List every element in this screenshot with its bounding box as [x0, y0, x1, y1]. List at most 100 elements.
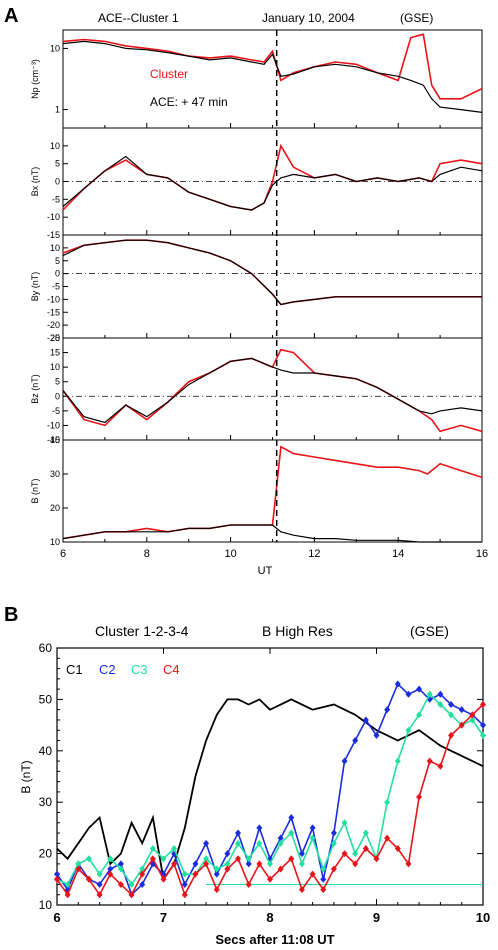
y-tick-label: 10	[50, 537, 60, 547]
y-tick-label: 50	[39, 692, 53, 706]
panel-a-header-left: ACE--Cluster 1	[98, 11, 179, 25]
series-c4-point	[85, 875, 92, 883]
series-c3-point	[235, 839, 242, 847]
series-c4-point	[139, 870, 146, 878]
series-c3-point	[256, 839, 263, 847]
legend-c3: C3	[131, 662, 148, 677]
series-c3-point	[384, 798, 391, 806]
series-c4-point	[426, 757, 433, 765]
y-tick-label: 20	[50, 333, 60, 343]
series-c2-point	[235, 829, 242, 837]
panel-a-letter: A	[4, 5, 18, 27]
series-c3-point	[117, 865, 124, 873]
y-tick-label: -15	[47, 307, 60, 317]
panel-a-frame-4	[62, 439, 483, 543]
panel-b-title-left: Cluster 1-2-3-4	[95, 623, 189, 639]
series-c2-point	[54, 870, 60, 878]
panel-a-ylabel-2: By (nT)	[30, 272, 40, 302]
y-tick-label: 1	[55, 105, 60, 115]
series-c4-point	[480, 701, 486, 709]
panel-a-xlabel: UT	[258, 565, 273, 577]
y-tick-label: 10	[50, 243, 60, 253]
panel-a-frame-0	[62, 29, 483, 129]
series-c3-point	[469, 716, 476, 724]
y-tick-label: -10	[47, 212, 60, 222]
series-c3-point	[107, 855, 114, 863]
series-c4-point	[245, 880, 252, 888]
series-c2-point	[373, 731, 380, 739]
series-c3-point	[480, 731, 486, 739]
series-c2-point	[341, 757, 348, 765]
series-c4-point	[256, 860, 263, 868]
series-c3-point	[405, 726, 412, 734]
series-c3-point	[128, 880, 135, 888]
x-tick-label: 16	[476, 548, 488, 560]
series-c3-point	[320, 865, 327, 873]
panel-a-ylabel-3: Bz (nT)	[30, 374, 40, 404]
series-c2-point	[288, 814, 295, 822]
y-tick-label: 60	[39, 641, 53, 655]
series-c1-line	[56, 698, 484, 882]
y-tick-label: -5	[52, 194, 60, 204]
panel-a-header-right: (GSE)	[400, 11, 433, 25]
series-c2-point	[320, 875, 327, 883]
series-c4-point	[96, 891, 103, 899]
series-c3-point	[288, 829, 295, 837]
y-tick-label: 0	[55, 177, 60, 187]
series-c3-point	[96, 870, 103, 878]
series-c3-point	[245, 855, 252, 863]
panel-b-xlabel: Secs after 11:08 UT	[215, 932, 334, 947]
series-c3-point	[341, 819, 348, 827]
legend-ace: ACE: + 47 min	[150, 95, 228, 109]
panel-a-header-mid: January 10, 2004	[262, 11, 355, 25]
x-tick-label: 14	[392, 548, 404, 560]
series-c4-point	[288, 855, 295, 863]
series-c3-point	[309, 834, 316, 842]
series-c3-point	[203, 855, 210, 863]
series-c2-point	[437, 690, 444, 698]
series-c4-point	[458, 721, 465, 729]
series-c2-point	[394, 680, 401, 688]
legend-cluster: Cluster	[150, 67, 188, 81]
y-tick-label: -25	[47, 333, 60, 343]
series-c4-point	[213, 886, 220, 894]
y-tick-label: 15	[50, 348, 60, 358]
y-tick-label: -20	[47, 320, 60, 330]
y-tick-label: 10	[50, 43, 60, 53]
x-tick-label: 10	[224, 548, 236, 560]
y-tick-label: 10	[50, 141, 60, 151]
series-c3-point	[75, 860, 82, 868]
y-tick-label: 5	[55, 377, 60, 387]
x-tick-label: 10	[476, 910, 490, 925]
x-tick-label: 12	[308, 548, 320, 560]
series-ace-line-3	[62, 357, 483, 424]
series-c3-point	[437, 701, 444, 709]
y-tick-label: 5	[55, 159, 60, 169]
series-c4-point	[437, 762, 444, 770]
series-c2-point	[309, 824, 316, 832]
series-c4-point	[235, 855, 242, 863]
series-c2-point	[224, 850, 231, 858]
series-c4-point	[394, 844, 401, 852]
series-c2-point	[480, 721, 486, 729]
series-c3-point	[416, 711, 423, 719]
series-c3-point	[352, 850, 359, 858]
series-c4-point	[181, 891, 188, 899]
series-c2-point	[96, 880, 103, 888]
y-tick-label: 40	[50, 435, 60, 445]
series-ace-line-0	[62, 40, 483, 113]
series-c2-point	[117, 860, 124, 868]
series-c4-point	[373, 855, 380, 863]
x-tick-label: 7	[160, 910, 167, 925]
series-cluster-line-4	[62, 445, 483, 540]
legend-c2: C2	[99, 662, 116, 677]
series-c2-point	[330, 829, 337, 837]
series-c3-point	[267, 860, 273, 868]
series-c2-point	[416, 685, 423, 693]
series-c4-point	[309, 870, 316, 878]
series-c4-point	[405, 860, 412, 868]
series-c4-point	[107, 870, 114, 878]
y-tick-label: -10	[47, 294, 60, 304]
